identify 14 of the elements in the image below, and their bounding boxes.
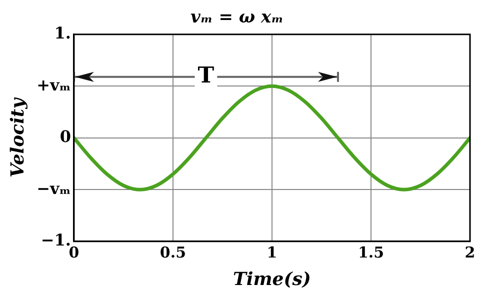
chart-title: vₘ = ω xₘ <box>190 8 284 28</box>
annotation: T <box>198 62 215 89</box>
line-series <box>74 84 470 192</box>
x-tick-label: 1.5 <box>358 243 384 262</box>
y-tick-label: −1. <box>40 230 71 250</box>
y-tick-label: −vₘ <box>36 178 71 198</box>
y-tick-label: +vₘ <box>36 75 71 94</box>
x-tick-label: 0.5 <box>160 243 186 262</box>
x-tick-label: 1 <box>266 243 278 262</box>
x-tick-label: 2 <box>464 243 476 262</box>
x-axis-title: Time(s) <box>233 268 311 290</box>
y-axis-title: Velocity <box>7 96 28 178</box>
y-tick-label: 0 <box>60 127 71 146</box>
y-tick-label: 1. <box>54 24 71 43</box>
